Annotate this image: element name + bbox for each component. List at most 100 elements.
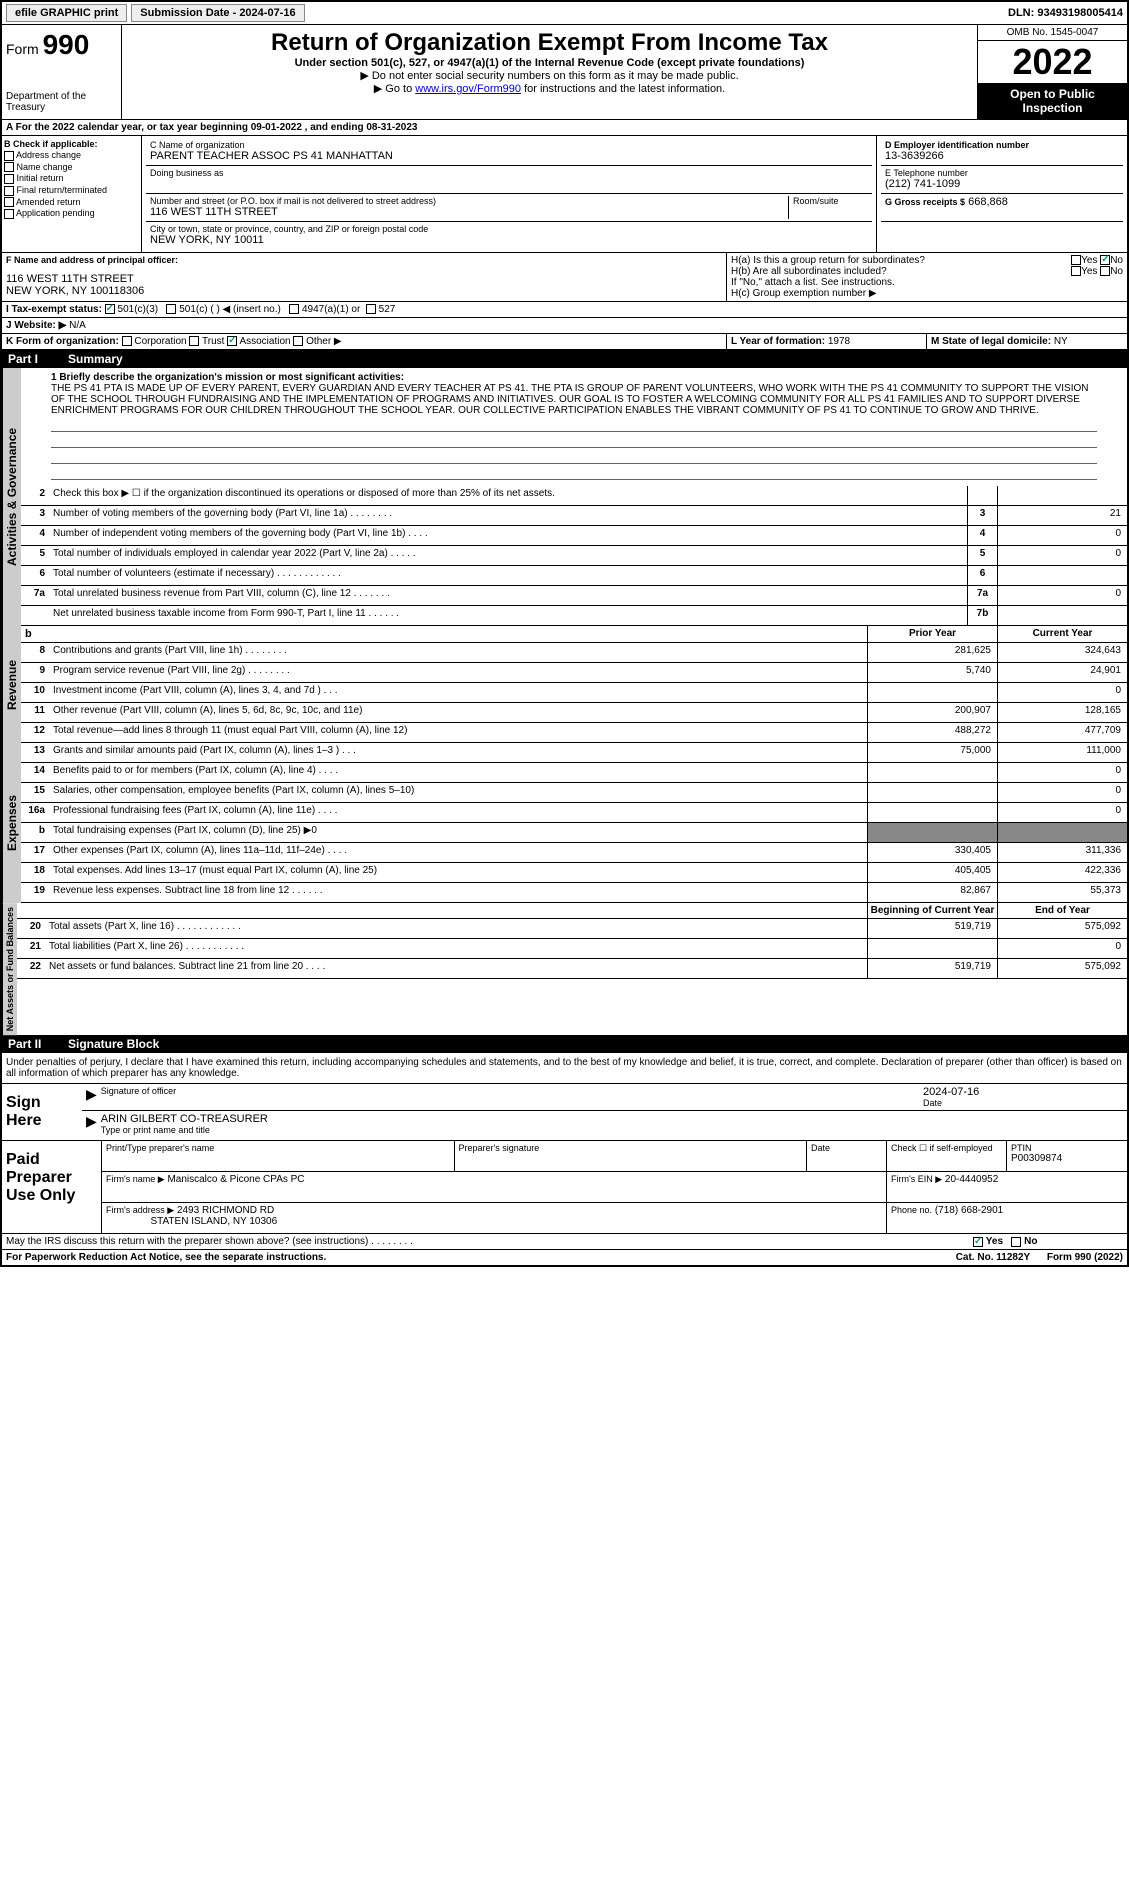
preparer-block: Paid Preparer Use Only Print/Type prepar… (2, 1141, 1127, 1234)
chk-other[interactable] (293, 336, 303, 346)
fphone: (718) 668-2901 (935, 1205, 1003, 1216)
no1: No (1110, 255, 1123, 266)
chk-527[interactable] (366, 304, 376, 314)
curr-hdr: Current Year (997, 626, 1127, 642)
check-lbl: Check ☐ if self-employed (891, 1143, 1002, 1154)
faddr1: 2493 RICHMOND RD (177, 1205, 274, 1216)
part1-hdr: Part I Summary (2, 350, 1127, 368)
pra: For Paperwork Reduction Act Notice, see … (6, 1252, 326, 1263)
discuss-no[interactable] (1011, 1237, 1021, 1247)
i-501c: 501(c) ( ) ◀ (insert no.) (179, 304, 281, 315)
expenses-grid: Expenses 13Grants and similar amounts pa… (2, 743, 1127, 903)
f-addr2: NEW YORK, NY 100118306 (6, 285, 722, 297)
gov-line: 6Total number of volunteers (estimate if… (21, 566, 1127, 586)
data-line: 15Salaries, other compensation, employee… (21, 783, 1127, 803)
klm-row: K Form of organization: Corporation Trus… (2, 334, 1127, 350)
f-h-block: F Name and address of principal officer:… (2, 253, 1127, 302)
ha-yes[interactable] (1071, 255, 1081, 265)
mission-text: THE PS 41 PTA IS MADE UP OF EVERY PARENT… (51, 383, 1097, 416)
addr-label: Number and street (or P.O. box if mail i… (150, 196, 788, 206)
hc: H(c) Group exemption number ▶ (731, 288, 1123, 299)
chk-trust[interactable] (189, 336, 199, 346)
part2-title: Signature Block (68, 1037, 159, 1051)
no3: No (1024, 1236, 1037, 1247)
data-line: bTotal fundraising expenses (Part IX, co… (21, 823, 1127, 843)
amended: Amended return (16, 197, 81, 207)
data-line: 9Program service revenue (Part VIII, lin… (21, 663, 1127, 683)
discuss-yes[interactable] (973, 1237, 983, 1247)
k-other: Other ▶ (306, 336, 341, 347)
phone: (212) 741-1099 (885, 178, 1119, 190)
b-label: B Check if applicable: (4, 139, 98, 149)
vtab-rev: Revenue (2, 626, 21, 743)
part2-num: Part II (8, 1037, 68, 1051)
chk-501c3[interactable] (105, 304, 115, 314)
data-line: 17Other expenses (Part IX, column (A), l… (21, 843, 1127, 863)
hb-no[interactable] (1100, 266, 1110, 276)
data-line: 19Revenue less expenses. Subtract line 1… (21, 883, 1127, 903)
revenue-grid: Revenue b Prior Year Current Year 8Contr… (2, 626, 1127, 743)
irs-link[interactable]: www.irs.gov/Form990 (415, 83, 521, 95)
mission-lbl: 1 Briefly describe the organization's mi… (51, 372, 1097, 383)
m-state: NY (1054, 336, 1068, 347)
prep-label: Paid Preparer Use Only (2, 1141, 102, 1233)
subtitle: Under section 501(c), 527, or 4947(a)(1)… (130, 57, 969, 69)
subdate-btn[interactable]: Submission Date - 2024-07-16 (131, 4, 304, 22)
ha: H(a) Is this a group return for subordin… (731, 255, 1123, 266)
ha-no[interactable] (1100, 255, 1110, 265)
vtab-gov: Activities & Governance (2, 368, 21, 626)
i-row: I Tax-exempt status: 501(c)(3) 501(c) ( … (2, 302, 1127, 318)
room-label: Room/suite (793, 196, 868, 206)
form-label: Form (6, 41, 39, 57)
chk-init[interactable] (4, 174, 14, 184)
l-label: L Year of formation: (731, 336, 825, 347)
efile-btn[interactable]: efile GRAPHIC print (6, 4, 127, 22)
data-line: 12Total revenue—add lines 8 through 11 (… (21, 723, 1127, 743)
chk-4947[interactable] (289, 304, 299, 314)
topbar: efile GRAPHIC print Submission Date - 20… (2, 2, 1127, 25)
form-990: 990 (43, 29, 90, 60)
chk-app[interactable] (4, 209, 14, 219)
psig-lbl: Preparer's signature (459, 1143, 803, 1153)
hb-yes[interactable] (1071, 266, 1081, 276)
ul4 (51, 466, 1097, 480)
g-label: G Gross receipts $ (885, 197, 965, 207)
chk-501c[interactable] (166, 304, 176, 314)
chk-name[interactable] (4, 162, 14, 172)
data-line: 13Grants and similar amounts paid (Part … (21, 743, 1127, 763)
dln: DLN: 93493198005414 (1008, 7, 1123, 19)
chk-amend[interactable] (4, 197, 14, 207)
note2-post: for instructions and the latest informat… (521, 83, 725, 95)
fphone-lbl: Phone no. (891, 1205, 932, 1215)
init-return: Initial return (17, 173, 64, 183)
pname-lbl: Print/Type preparer's name (106, 1143, 450, 1153)
title: Return of Organization Exempt From Incom… (130, 29, 969, 57)
faddr2: STATEN ISLAND, NY 10306 (150, 1216, 277, 1227)
omb: OMB No. 1545-0047 (978, 25, 1127, 41)
chk-addr[interactable] (4, 151, 14, 161)
chk-corp[interactable] (122, 336, 132, 346)
ul2 (51, 434, 1097, 448)
governance-grid: Activities & Governance 1 Briefly descri… (2, 368, 1127, 626)
chk-assoc[interactable] (227, 336, 237, 346)
ul3 (51, 450, 1097, 464)
hb: H(b) Are all subordinates included? Yes … (731, 266, 1123, 277)
l-year: 1978 (828, 336, 850, 347)
part1-title: Summary (68, 352, 123, 366)
sign-here-row: Sign Here ▶ Signature of officer 2024-07… (2, 1084, 1127, 1141)
signer-name: ARIN GILBERT CO-TREASURER (101, 1113, 268, 1125)
sign-here: Sign Here (2, 1084, 82, 1140)
dba-label: Doing business as (150, 168, 868, 178)
firm: Maniscalco & Picone CPAs PC (167, 1174, 304, 1185)
part2-hdr: Part II Signature Block (2, 1035, 1127, 1053)
fein-lbl: Firm's EIN ▶ (891, 1174, 942, 1184)
f-addr1: 116 WEST 11TH STREET (6, 273, 722, 285)
name-change: Name change (17, 162, 73, 172)
chk-final[interactable] (4, 186, 14, 196)
fein: 20-4440952 (945, 1174, 998, 1185)
name-label: Type or print name and title (101, 1125, 268, 1135)
org-block: B Check if applicable: Address change Na… (2, 136, 1127, 253)
netassets-grid: Net Assets or Fund Balances Beginning of… (2, 903, 1127, 1035)
data-line: 21Total liabilities (Part X, line 26) . … (17, 939, 1127, 959)
part1-num: Part I (8, 352, 68, 366)
